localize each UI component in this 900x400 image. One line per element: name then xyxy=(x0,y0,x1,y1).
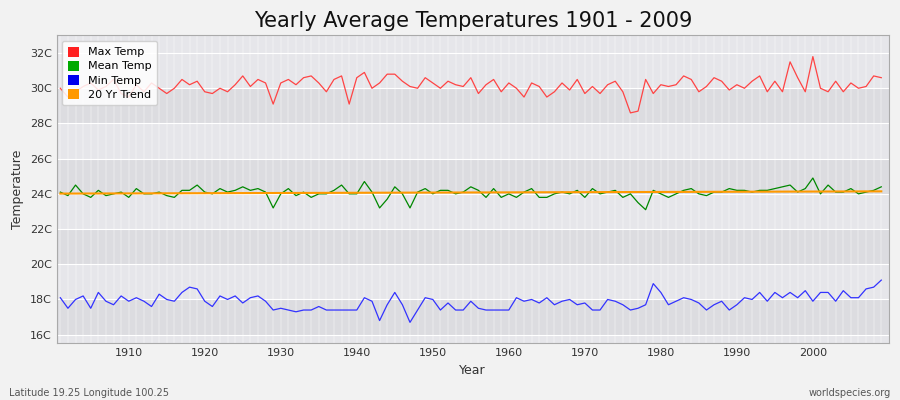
Title: Yearly Average Temperatures 1901 - 2009: Yearly Average Temperatures 1901 - 2009 xyxy=(254,11,692,31)
Y-axis label: Temperature: Temperature xyxy=(11,150,24,229)
Bar xyxy=(57,264,889,300)
Bar xyxy=(57,159,889,194)
Legend: Max Temp, Mean Temp, Min Temp, 20 Yr Trend: Max Temp, Mean Temp, Min Temp, 20 Yr Tre… xyxy=(62,41,157,105)
Bar xyxy=(57,124,889,159)
Bar xyxy=(57,53,889,88)
Bar xyxy=(57,300,889,335)
Bar xyxy=(57,88,889,124)
Text: worldspecies.org: worldspecies.org xyxy=(809,388,891,398)
Bar xyxy=(57,194,889,229)
Bar xyxy=(57,229,889,264)
X-axis label: Year: Year xyxy=(459,364,486,377)
Text: Latitude 19.25 Longitude 100.25: Latitude 19.25 Longitude 100.25 xyxy=(9,388,169,398)
